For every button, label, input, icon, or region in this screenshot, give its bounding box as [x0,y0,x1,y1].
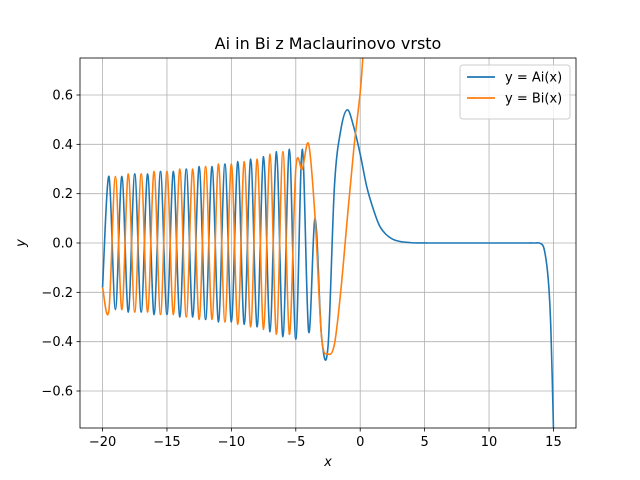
x-tick-label: 0 [356,435,364,450]
legend-label: y = Bi(x) [505,92,562,107]
x-tick-label: −10 [218,435,245,450]
x-tick-label: 15 [545,435,562,450]
legend: y = Ai(x) y = Bi(x) [459,64,571,120]
y-tick-label: −0.2 [41,286,73,301]
legend-label: y = Ai(x) [505,71,562,86]
x-tick-label: 5 [420,435,428,450]
axis-ticks: −20 −15 −10 −5 0 5 10 15 −0.6 −0.4 −0.2 0.0 0.2 0.4 0.… [41,89,561,451]
y-tick-label: −0.4 [41,335,73,350]
y-tick-label: 0.6 [52,89,73,104]
plot-frame [79,57,577,429]
series-line-ai [101,109,555,428]
legend-box [459,64,571,120]
x-tick-label: −20 [89,435,116,450]
chart-title: Ai in Bi z Maclaurinovo vrsto [215,34,442,53]
y-tick-label: 0.2 [52,187,73,202]
series-lines [101,58,555,428]
y-axis-label: y [14,239,29,248]
x-tick-label: 10 [481,435,498,450]
x-axis-label: x [323,455,332,470]
y-tick-label: −0.6 [41,385,73,400]
x-tick-label: −5 [286,435,305,450]
x-tick-label: −15 [153,435,180,450]
series-line-bi [101,58,364,356]
y-tick-label: 0.0 [52,237,73,252]
y-tick-label: 0.4 [52,138,73,153]
